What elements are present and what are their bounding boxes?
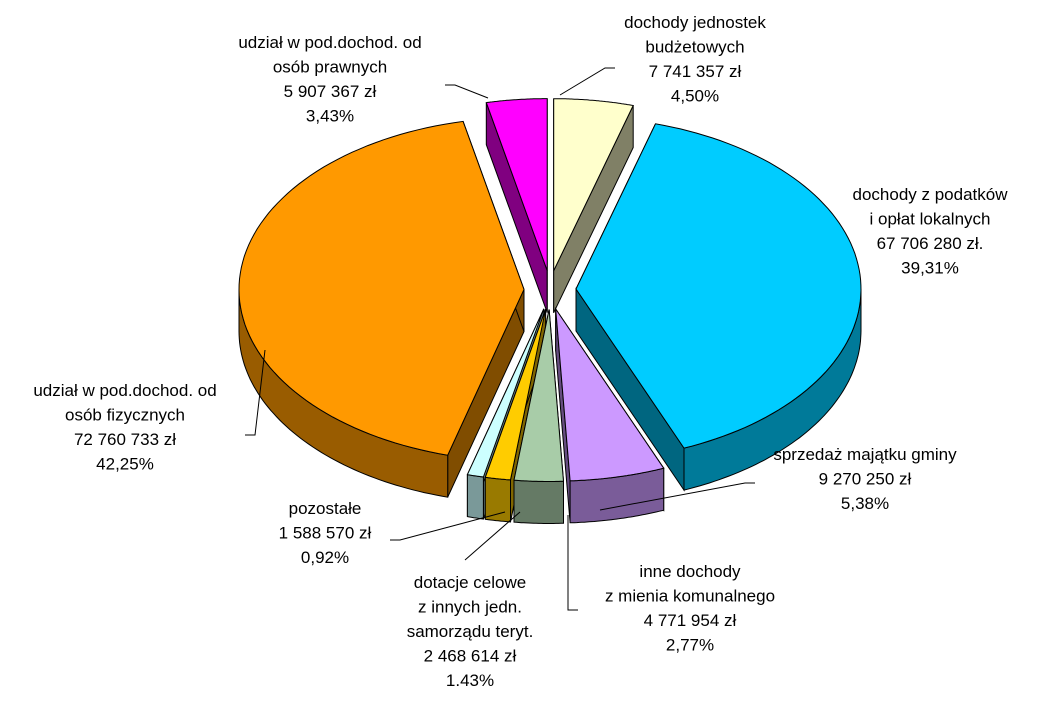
leader-line (245, 349, 266, 436)
slice-wall (466, 473, 484, 520)
slice-label: dochody z podatków i opłat lokalnych (853, 185, 1009, 229)
amount-label: 5 907 367 zł (284, 82, 377, 101)
amount-label: 4 771 954 zł (644, 611, 737, 630)
slice-label: dochody jednostek budżetowych (624, 13, 766, 57)
amount-label: 7 741 357 zł (649, 62, 742, 81)
slice-wall (513, 479, 564, 524)
slice-top (513, 309, 565, 482)
leader-line (567, 515, 578, 611)
leader-line (599, 482, 755, 511)
slice (513, 309, 565, 524)
leader-line (445, 84, 489, 99)
amount-label: 1 588 570 zł (279, 524, 372, 543)
slice-label: udział w pod.dochod. od osób fizycznych (33, 381, 216, 425)
slice (555, 307, 665, 524)
slice-top (466, 308, 545, 478)
value-label: 5,38% (841, 494, 889, 513)
slice-top (555, 307, 665, 482)
amount-label: 67 706 280 zł. (877, 234, 984, 253)
leader-line (559, 67, 615, 96)
slice-wall (484, 476, 511, 523)
slice (485, 98, 548, 313)
leader-line (464, 511, 521, 561)
slice-top (485, 98, 548, 271)
slice-label: sprzedaż majątku gminy (773, 445, 957, 464)
value-label: 42,25% (96, 455, 154, 474)
slice-label: inne dochody z mienia komunalnego (605, 562, 775, 606)
slice-top (238, 120, 525, 456)
slice (575, 123, 862, 492)
value-label: 0,92% (301, 548, 349, 567)
slice-top (484, 309, 547, 481)
value-label: 2,77% (666, 636, 714, 655)
amount-label: 72 760 733 zł (74, 430, 176, 449)
slice-label: pozostałe (289, 499, 362, 518)
slice (553, 98, 634, 313)
slice-top (553, 98, 634, 271)
amount-label: 9 270 250 zł (819, 470, 912, 489)
value-label: 3,43% (306, 107, 354, 126)
leader-line (390, 511, 506, 541)
slice-label: dotacje celowe z innych jedn. samorządu te… (407, 573, 534, 641)
amount-label: 2 468 614 zł (424, 647, 517, 666)
slice-top (575, 123, 862, 449)
value-label: 1.43% (446, 671, 494, 690)
slice-label: udział w pod.dochod. od osób prawnych (238, 33, 421, 77)
slice (238, 120, 525, 498)
value-label: 4,50% (671, 87, 719, 106)
value-label: 39,31% (901, 259, 959, 278)
